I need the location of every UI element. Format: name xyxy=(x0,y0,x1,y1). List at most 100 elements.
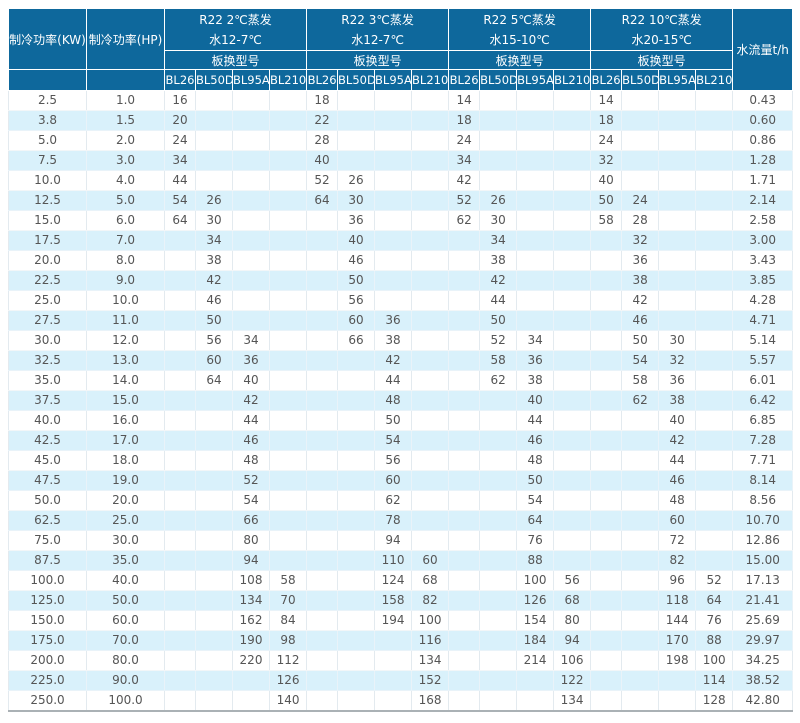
cell xyxy=(516,250,555,271)
cell xyxy=(269,410,308,431)
cell xyxy=(269,430,308,451)
cell xyxy=(448,630,481,651)
cell: 0.86 xyxy=(732,130,794,151)
header-model-bl210: BL210 xyxy=(411,69,450,91)
table-row: 2.5 1.0 16 18 14 14 0.43 xyxy=(8,90,794,111)
cell xyxy=(621,170,660,191)
cell xyxy=(164,550,196,571)
cell: 26 xyxy=(195,190,233,211)
cell xyxy=(195,150,233,171)
header-model-bl26: BL26 xyxy=(164,69,196,91)
cell xyxy=(374,670,413,691)
cell xyxy=(269,210,308,231)
table-row: 50.0 20.0 54 62 54 48 8.56 xyxy=(8,490,794,511)
cell xyxy=(448,370,481,391)
cell xyxy=(621,450,660,471)
cell xyxy=(516,190,555,211)
cell xyxy=(269,550,308,571)
cell xyxy=(164,270,196,291)
cell xyxy=(232,190,270,211)
cell xyxy=(516,150,555,171)
cell xyxy=(337,350,376,371)
cell: 2.5 xyxy=(8,90,87,111)
cell xyxy=(232,150,270,171)
cell xyxy=(695,390,734,411)
header-group-r22-5c: R22 5℃蒸发 水15-10℃ xyxy=(448,8,592,51)
cell xyxy=(164,690,196,712)
table-row: 45.0 18.0 48 56 48 44 7.71 xyxy=(8,450,794,471)
cell: 2.58 xyxy=(732,210,794,231)
table-body: 2.5 1.0 16 18 14 14 0.43 3.8 1.5 20 22 18 18 0.60 5.0 2… xyxy=(8,90,794,712)
cell xyxy=(411,250,450,271)
cell xyxy=(306,410,339,431)
cell: 5.14 xyxy=(732,330,794,351)
cell xyxy=(195,630,233,651)
cell xyxy=(553,150,592,171)
cell xyxy=(658,690,697,712)
cell: 76 xyxy=(516,530,555,551)
cell: 1.71 xyxy=(732,170,794,191)
cell xyxy=(232,310,270,331)
cell: 7.5 xyxy=(8,150,87,171)
cell xyxy=(448,530,481,551)
cell: 154 xyxy=(516,610,555,631)
cell xyxy=(306,330,339,351)
cell xyxy=(621,110,660,131)
cell: 66 xyxy=(337,330,376,351)
cell: 2.14 xyxy=(732,190,794,211)
cell: 100 xyxy=(516,570,555,591)
cell: 34 xyxy=(195,230,233,251)
cell: 7.71 xyxy=(732,450,794,471)
cell xyxy=(695,450,734,471)
cell: 58 xyxy=(590,210,623,231)
cell xyxy=(269,350,308,371)
header-model-bl26: BL26 xyxy=(590,69,623,91)
cell xyxy=(164,370,196,391)
cell: 100.0 xyxy=(86,690,165,712)
cell: 4.0 xyxy=(86,170,165,191)
cell xyxy=(164,410,196,431)
cell xyxy=(590,590,623,611)
header-water-flow: 水流量t/h xyxy=(732,8,794,91)
header-group-r22-2c: R22 2℃蒸发 水12-7℃ xyxy=(163,8,308,51)
cell xyxy=(590,350,623,371)
cell: 46 xyxy=(621,310,660,331)
cell xyxy=(337,130,376,151)
cell xyxy=(337,110,376,131)
table-row: 12.5 5.0 54 26 64 30 52 26 50 24 2.14 xyxy=(8,190,794,211)
cell: 44 xyxy=(164,170,196,191)
cell xyxy=(195,130,233,151)
cell xyxy=(411,430,450,451)
cell xyxy=(164,530,196,551)
cell: 44 xyxy=(479,290,518,311)
cell xyxy=(306,430,339,451)
cell xyxy=(269,170,308,191)
cell: 64 xyxy=(306,190,339,211)
table-row: 87.5 35.0 94 110 60 88 82 15.00 xyxy=(8,550,794,571)
cell xyxy=(658,210,697,231)
cell: 60 xyxy=(195,350,233,371)
cell xyxy=(337,430,376,451)
cell xyxy=(374,630,413,651)
cell: 17.5 xyxy=(8,230,87,251)
cell xyxy=(337,370,376,391)
cell: 40.0 xyxy=(86,570,165,591)
cell: 18 xyxy=(448,110,481,131)
cell xyxy=(448,550,481,571)
cell xyxy=(306,610,339,631)
cell: 126 xyxy=(516,590,555,611)
cell xyxy=(553,550,592,571)
header-model-bl95a: BL95A xyxy=(516,69,555,91)
cell: 38 xyxy=(516,370,555,391)
cell xyxy=(658,670,697,691)
cell xyxy=(269,190,308,211)
cell: 34 xyxy=(232,330,270,351)
cell: 26 xyxy=(337,170,376,191)
cell: 28 xyxy=(621,210,660,231)
cell: 116 xyxy=(411,630,450,651)
cell: 46 xyxy=(658,470,697,491)
cell xyxy=(448,690,481,712)
cell xyxy=(479,610,518,631)
cell: 58 xyxy=(479,350,518,371)
cell: 100 xyxy=(411,610,450,631)
